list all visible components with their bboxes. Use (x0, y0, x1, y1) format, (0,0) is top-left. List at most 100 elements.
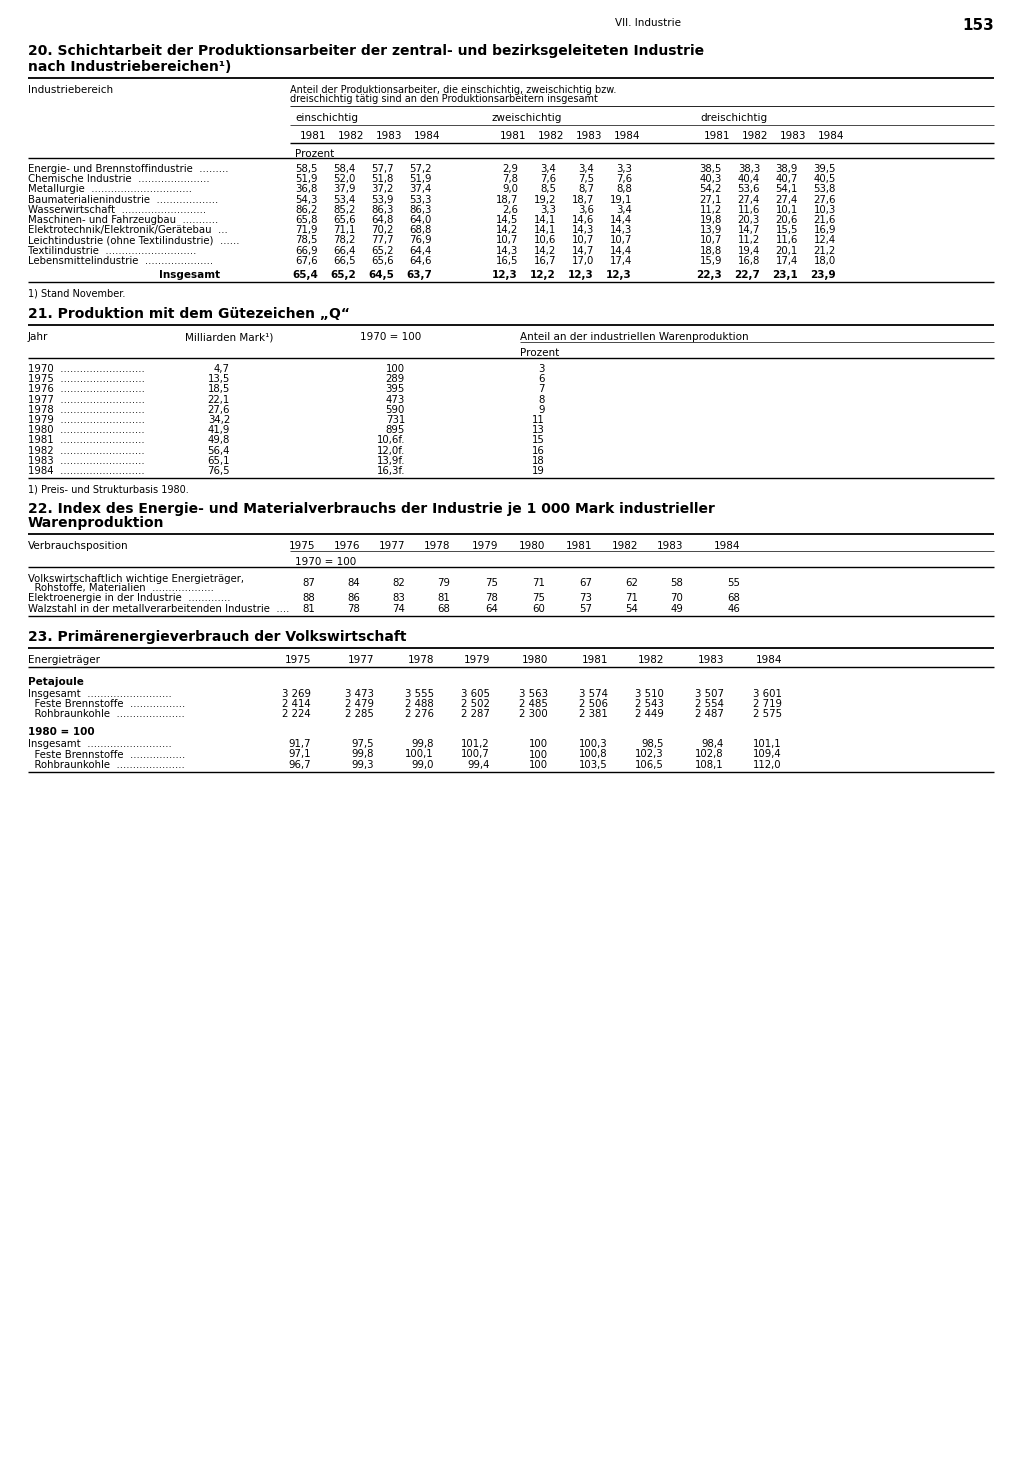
Text: 2 479: 2 479 (345, 699, 374, 709)
Text: Jahr: Jahr (28, 332, 48, 342)
Text: Baumaterialienindustrie  ...................: Baumaterialienindustrie ................… (28, 195, 218, 204)
Text: 64,8: 64,8 (372, 214, 394, 225)
Text: 54,2: 54,2 (699, 185, 722, 194)
Text: Textilindustrie  ............................: Textilindustrie ........................… (28, 245, 197, 255)
Text: 1) Preis- und Strukturbasis 1980.: 1) Preis- und Strukturbasis 1980. (28, 484, 188, 495)
Text: 1976: 1976 (334, 542, 360, 550)
Text: 18,8: 18,8 (699, 245, 722, 255)
Text: 49,8: 49,8 (208, 436, 230, 445)
Text: 14,7: 14,7 (737, 225, 760, 235)
Text: 1984  ..........................: 1984 .......................... (28, 465, 144, 476)
Text: 18: 18 (532, 455, 545, 465)
Text: 3,3: 3,3 (540, 206, 556, 214)
Text: Energie- und Brennstoffindustrie  .........: Energie- und Brennstoffindustrie .......… (28, 164, 228, 175)
Text: 1970 = 100: 1970 = 100 (360, 332, 421, 342)
Text: 2 554: 2 554 (695, 699, 724, 709)
Text: 36,8: 36,8 (296, 185, 318, 194)
Text: 3,3: 3,3 (616, 164, 632, 175)
Text: 65,2: 65,2 (372, 245, 394, 255)
Text: 98,4: 98,4 (701, 740, 724, 749)
Text: Anteil der Produktionsarbeiter, die einschichtig, zweischichtig bzw.: Anteil der Produktionsarbeiter, die eins… (290, 85, 616, 95)
Text: einschichtig: einschichtig (295, 113, 358, 123)
Text: 39,5: 39,5 (813, 164, 836, 175)
Text: 10,7: 10,7 (609, 235, 632, 245)
Text: 70,2: 70,2 (372, 225, 394, 235)
Text: Elektrotechnik/Elektronik/Gerätebau  ...: Elektrotechnik/Elektronik/Gerätebau ... (28, 225, 227, 235)
Text: 7: 7 (539, 385, 545, 395)
Text: 98,5: 98,5 (641, 740, 664, 749)
Text: 64: 64 (485, 603, 498, 614)
Text: 18,7: 18,7 (571, 195, 594, 204)
Text: 65,2: 65,2 (331, 270, 356, 280)
Text: 7,6: 7,6 (615, 175, 632, 184)
Text: 1979: 1979 (471, 542, 498, 550)
Text: 2 502: 2 502 (461, 699, 490, 709)
Text: 78,2: 78,2 (334, 235, 356, 245)
Text: 2 543: 2 543 (635, 699, 664, 709)
Text: 16: 16 (532, 446, 545, 455)
Text: 13,9: 13,9 (699, 225, 722, 235)
Text: 79: 79 (437, 578, 450, 589)
Text: 16,5: 16,5 (496, 255, 518, 266)
Text: 87: 87 (302, 578, 315, 589)
Text: 66,4: 66,4 (334, 245, 356, 255)
Text: 27,6: 27,6 (813, 195, 836, 204)
Text: Industriebereich: Industriebereich (28, 85, 113, 95)
Text: 100: 100 (528, 740, 548, 749)
Text: 1982: 1982 (611, 542, 638, 550)
Text: 1981: 1981 (500, 131, 526, 141)
Text: 18,5: 18,5 (208, 385, 230, 395)
Text: 100,7: 100,7 (461, 750, 490, 759)
Text: 1978  ..........................: 1978 .......................... (28, 405, 144, 415)
Text: 76,9: 76,9 (410, 235, 432, 245)
Text: 13,5: 13,5 (208, 374, 230, 385)
Text: 1982: 1982 (338, 131, 365, 141)
Text: 1980 = 100: 1980 = 100 (28, 727, 94, 737)
Text: 2,6: 2,6 (502, 206, 518, 214)
Text: 34,2: 34,2 (208, 415, 230, 426)
Text: 101,1: 101,1 (754, 740, 782, 749)
Text: 1983: 1983 (697, 655, 724, 665)
Text: 53,4: 53,4 (334, 195, 356, 204)
Text: 85,2: 85,2 (334, 206, 356, 214)
Text: 100,8: 100,8 (580, 750, 608, 759)
Text: Prozent: Prozent (520, 348, 559, 358)
Text: 16,8: 16,8 (737, 255, 760, 266)
Text: 12,0f.: 12,0f. (377, 446, 406, 455)
Text: 1980  ..........................: 1980 .......................... (28, 426, 144, 435)
Text: 54: 54 (625, 603, 638, 614)
Text: 2 485: 2 485 (519, 699, 548, 709)
Text: 17,4: 17,4 (609, 255, 632, 266)
Text: 3 563: 3 563 (519, 688, 548, 699)
Text: 46: 46 (727, 603, 740, 614)
Text: 56,4: 56,4 (208, 446, 230, 455)
Text: 15: 15 (532, 436, 545, 445)
Text: 2 276: 2 276 (406, 709, 434, 719)
Text: 1983  ..........................: 1983 .......................... (28, 455, 144, 465)
Text: dreischichtig tätig sind an den Produktionsarbeitern insgesamt: dreischichtig tätig sind an den Produkti… (290, 94, 598, 104)
Text: 57,2: 57,2 (410, 164, 432, 175)
Text: 14,3: 14,3 (571, 225, 594, 235)
Text: Volkswirtschaftlich wichtige Energieträger,: Volkswirtschaftlich wichtige Energieträg… (28, 574, 244, 584)
Text: 21. Produktion mit dem Gütezeichen „Q“: 21. Produktion mit dem Gütezeichen „Q“ (28, 307, 350, 321)
Text: 3 555: 3 555 (404, 688, 434, 699)
Text: 19: 19 (532, 465, 545, 476)
Text: 14,4: 14,4 (609, 214, 632, 225)
Text: 895: 895 (386, 426, 406, 435)
Text: 1983: 1983 (376, 131, 402, 141)
Text: 83: 83 (392, 593, 406, 603)
Text: 2 487: 2 487 (695, 709, 724, 719)
Text: 71,9: 71,9 (296, 225, 318, 235)
Text: Leichtindustrie (ohne Textilindustrie)  ......: Leichtindustrie (ohne Textilindustrie) .… (28, 235, 240, 245)
Text: 13,9f.: 13,9f. (377, 455, 406, 465)
Text: 1984: 1984 (756, 655, 782, 665)
Text: 112,0: 112,0 (754, 760, 782, 769)
Text: 2 414: 2 414 (283, 699, 311, 709)
Text: zweischichtig: zweischichtig (492, 113, 562, 123)
Text: 11,6: 11,6 (737, 206, 760, 214)
Text: 14,6: 14,6 (571, 214, 594, 225)
Text: 590: 590 (386, 405, 406, 415)
Text: 2 449: 2 449 (635, 709, 664, 719)
Text: 78: 78 (347, 603, 360, 614)
Text: 78,5: 78,5 (296, 235, 318, 245)
